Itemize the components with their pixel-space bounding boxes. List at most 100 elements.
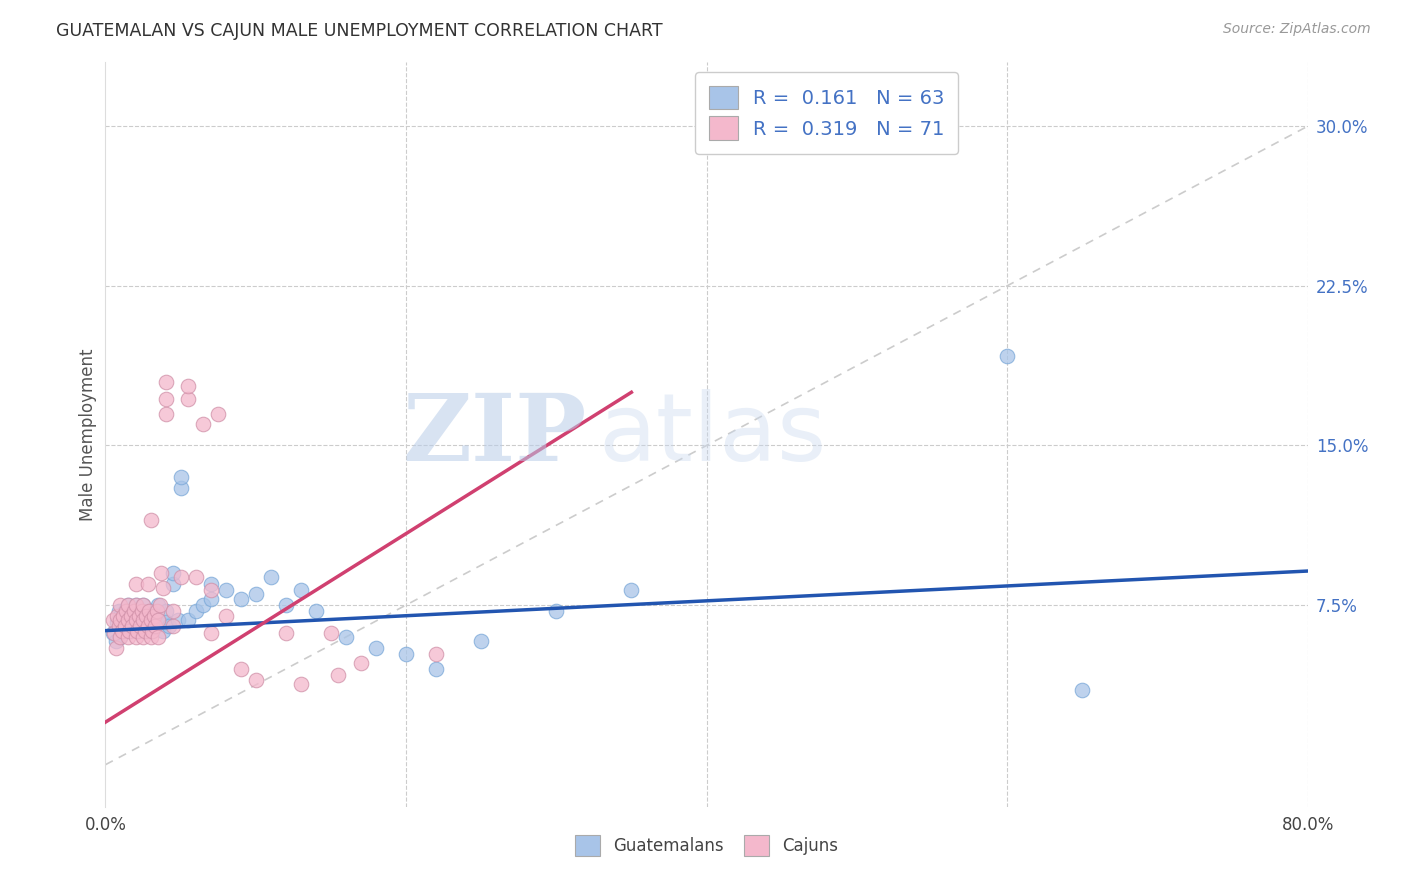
Point <box>117 598 139 612</box>
Point <box>135 608 157 623</box>
Point <box>214 583 236 598</box>
Point <box>169 481 191 495</box>
Point <box>177 379 200 393</box>
Point <box>132 598 155 612</box>
Point <box>162 566 184 581</box>
Point <box>132 608 155 623</box>
Point <box>120 624 142 638</box>
Point <box>110 613 132 627</box>
Point <box>162 577 184 591</box>
Point <box>136 624 159 638</box>
Point <box>128 613 150 627</box>
Point <box>152 624 174 638</box>
Point <box>229 662 252 676</box>
Point <box>146 613 169 627</box>
Point <box>274 625 297 640</box>
Point <box>117 619 139 633</box>
Point <box>177 392 200 406</box>
Point <box>155 392 177 406</box>
Point <box>328 668 350 682</box>
Point <box>110 619 132 633</box>
Point <box>245 587 267 601</box>
Point <box>108 605 131 619</box>
Point <box>143 619 166 633</box>
Point <box>260 570 283 584</box>
Point <box>155 407 177 421</box>
Point <box>117 630 139 644</box>
Point <box>117 613 139 627</box>
Point <box>155 615 177 629</box>
Point <box>118 613 141 627</box>
Point <box>124 598 146 612</box>
Point <box>117 598 139 612</box>
Y-axis label: Male Unemployment: Male Unemployment <box>79 349 97 521</box>
Point <box>124 577 146 591</box>
Point <box>245 673 267 687</box>
Point <box>166 613 188 627</box>
Point <box>131 605 153 619</box>
Point <box>184 570 207 584</box>
Point <box>111 624 134 638</box>
Point <box>128 608 150 623</box>
Point <box>155 605 177 619</box>
Point <box>124 613 146 627</box>
Point <box>114 605 136 619</box>
Point <box>135 613 157 627</box>
Point <box>169 570 191 584</box>
Point <box>141 624 163 638</box>
Point <box>124 608 146 623</box>
Point <box>274 598 297 612</box>
Point <box>546 605 568 619</box>
Point <box>200 625 222 640</box>
Point <box>1071 683 1094 698</box>
Point <box>146 598 169 612</box>
Point <box>200 577 222 591</box>
Point <box>143 608 166 623</box>
Point <box>120 608 142 623</box>
Text: atlas: atlas <box>599 389 827 481</box>
Point <box>129 619 152 633</box>
Point <box>191 417 214 432</box>
Point <box>148 598 170 612</box>
Text: GUATEMALAN VS CAJUN MALE UNEMPLOYMENT CORRELATION CHART: GUATEMALAN VS CAJUN MALE UNEMPLOYMENT CO… <box>56 22 662 40</box>
Point <box>125 624 148 638</box>
Point <box>104 640 127 655</box>
Point <box>177 613 200 627</box>
Point <box>124 630 146 644</box>
Point <box>229 591 252 606</box>
Point <box>131 615 153 629</box>
Point <box>200 591 222 606</box>
Point <box>152 581 174 595</box>
Point <box>145 605 167 619</box>
Point <box>121 619 143 633</box>
Point <box>110 630 132 644</box>
Point <box>395 647 418 661</box>
Point <box>155 375 177 389</box>
Point <box>290 583 312 598</box>
Point <box>350 656 373 670</box>
Point <box>157 619 180 633</box>
Point <box>139 513 162 527</box>
Point <box>115 605 138 619</box>
Point <box>425 647 447 661</box>
Point <box>124 598 146 612</box>
Point <box>122 605 145 619</box>
Point <box>169 470 191 484</box>
Point <box>129 605 152 619</box>
Point <box>150 566 173 581</box>
Point <box>335 630 357 644</box>
Point <box>112 624 135 638</box>
Point <box>101 613 124 627</box>
Point <box>107 608 129 623</box>
Legend: Guatemalans, Cajuns: Guatemalans, Cajuns <box>568 829 845 863</box>
Point <box>162 619 184 633</box>
Text: Source: ZipAtlas.com: Source: ZipAtlas.com <box>1223 22 1371 37</box>
Point <box>162 605 184 619</box>
Point <box>101 625 124 640</box>
Point <box>134 624 156 638</box>
Point <box>142 619 165 633</box>
Point <box>214 608 236 623</box>
Point <box>122 615 145 629</box>
Point <box>110 630 132 644</box>
Point <box>128 624 150 638</box>
